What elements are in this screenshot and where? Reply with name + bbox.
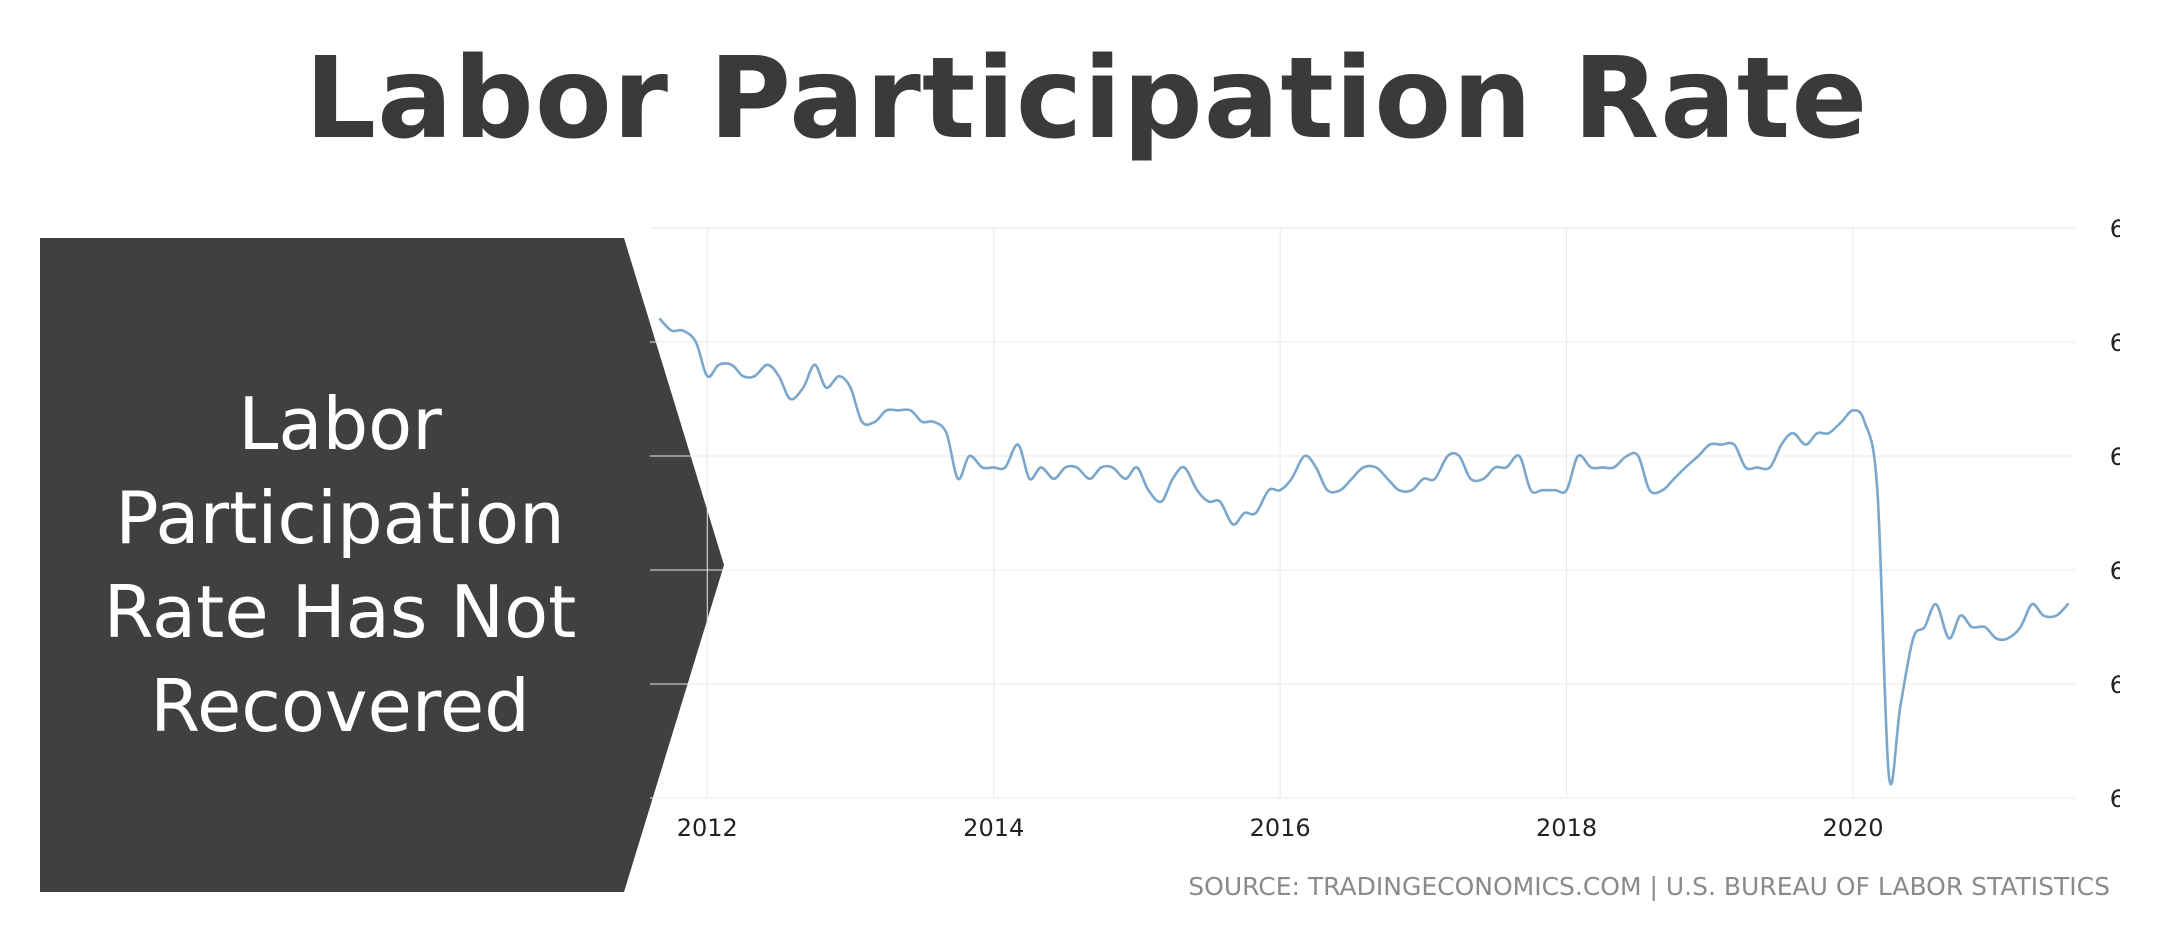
y-tick-label: 60 [2110, 785, 2120, 813]
y-tick-label: 63 [2110, 443, 2120, 471]
y-tick-label: 62 [2110, 557, 2120, 585]
x-tick-labels: 2012 2014 2016 2018 2020 [677, 814, 1884, 842]
line-chart: 2012 2014 2016 2018 2020 60 61 62 63 64 65 [650, 215, 2120, 842]
x-tick-label: 2020 [1822, 814, 1883, 842]
y-tick-labels: 60 61 62 63 64 65 [2110, 215, 2120, 813]
source-note: SOURCE: TRADINGECONOMICS.COM | U.S. BURE… [1188, 872, 2110, 901]
grid-layer [650, 227, 2075, 799]
y-tick-label: 65 [2110, 215, 2120, 243]
callout-banner: Labor Participation Rate Has Not Recover… [40, 238, 724, 892]
x-tick-label: 2014 [963, 814, 1024, 842]
series-layer [658, 317, 2070, 786]
y-tick-label: 64 [2110, 329, 2120, 357]
callout-arrow-shape [40, 238, 724, 892]
callout-text: Labor Participation Rate Has Not Recover… [103, 382, 577, 748]
x-tick-label: 2018 [1536, 814, 1597, 842]
x-tick-label: 2016 [1250, 814, 1311, 842]
series-line-0 [658, 317, 2070, 786]
y-tick-label: 61 [2110, 671, 2120, 699]
x-tick-label: 2012 [677, 814, 738, 842]
page-title: Labor Participation Rate [304, 34, 1869, 164]
